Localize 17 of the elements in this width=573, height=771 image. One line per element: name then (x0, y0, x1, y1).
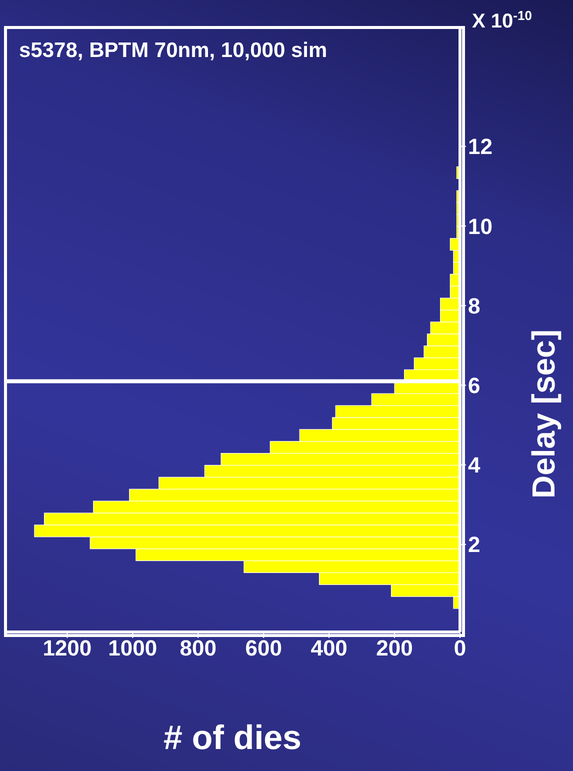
annotation: s5378, BPTM 70nm, 10,000 sim (19, 39, 328, 62)
y-axis-title: Delay [sec] (525, 330, 562, 498)
text: X 10$^{-10}$ (472, 8, 532, 33)
x-tick-label: 200 (376, 636, 413, 661)
x-tick-label: 1200 (42, 636, 92, 661)
y-tick-label: 8 (468, 293, 480, 318)
x-tick-label: 600 (245, 636, 282, 661)
x-tick-label: 1000 (108, 636, 158, 661)
y-tick-label: 6 (468, 373, 480, 398)
x-tick-label: 0 (454, 636, 466, 661)
y-tick-label: 2 (468, 532, 480, 558)
x-tick-label: 400 (310, 636, 348, 661)
x-axis-title: # of dies (164, 719, 302, 757)
x-tick-label: 800 (180, 636, 216, 661)
y-tick-label: 4 (468, 452, 481, 478)
y-tick-label: 10 (468, 214, 492, 239)
y-tick-label: 12 (468, 134, 492, 160)
